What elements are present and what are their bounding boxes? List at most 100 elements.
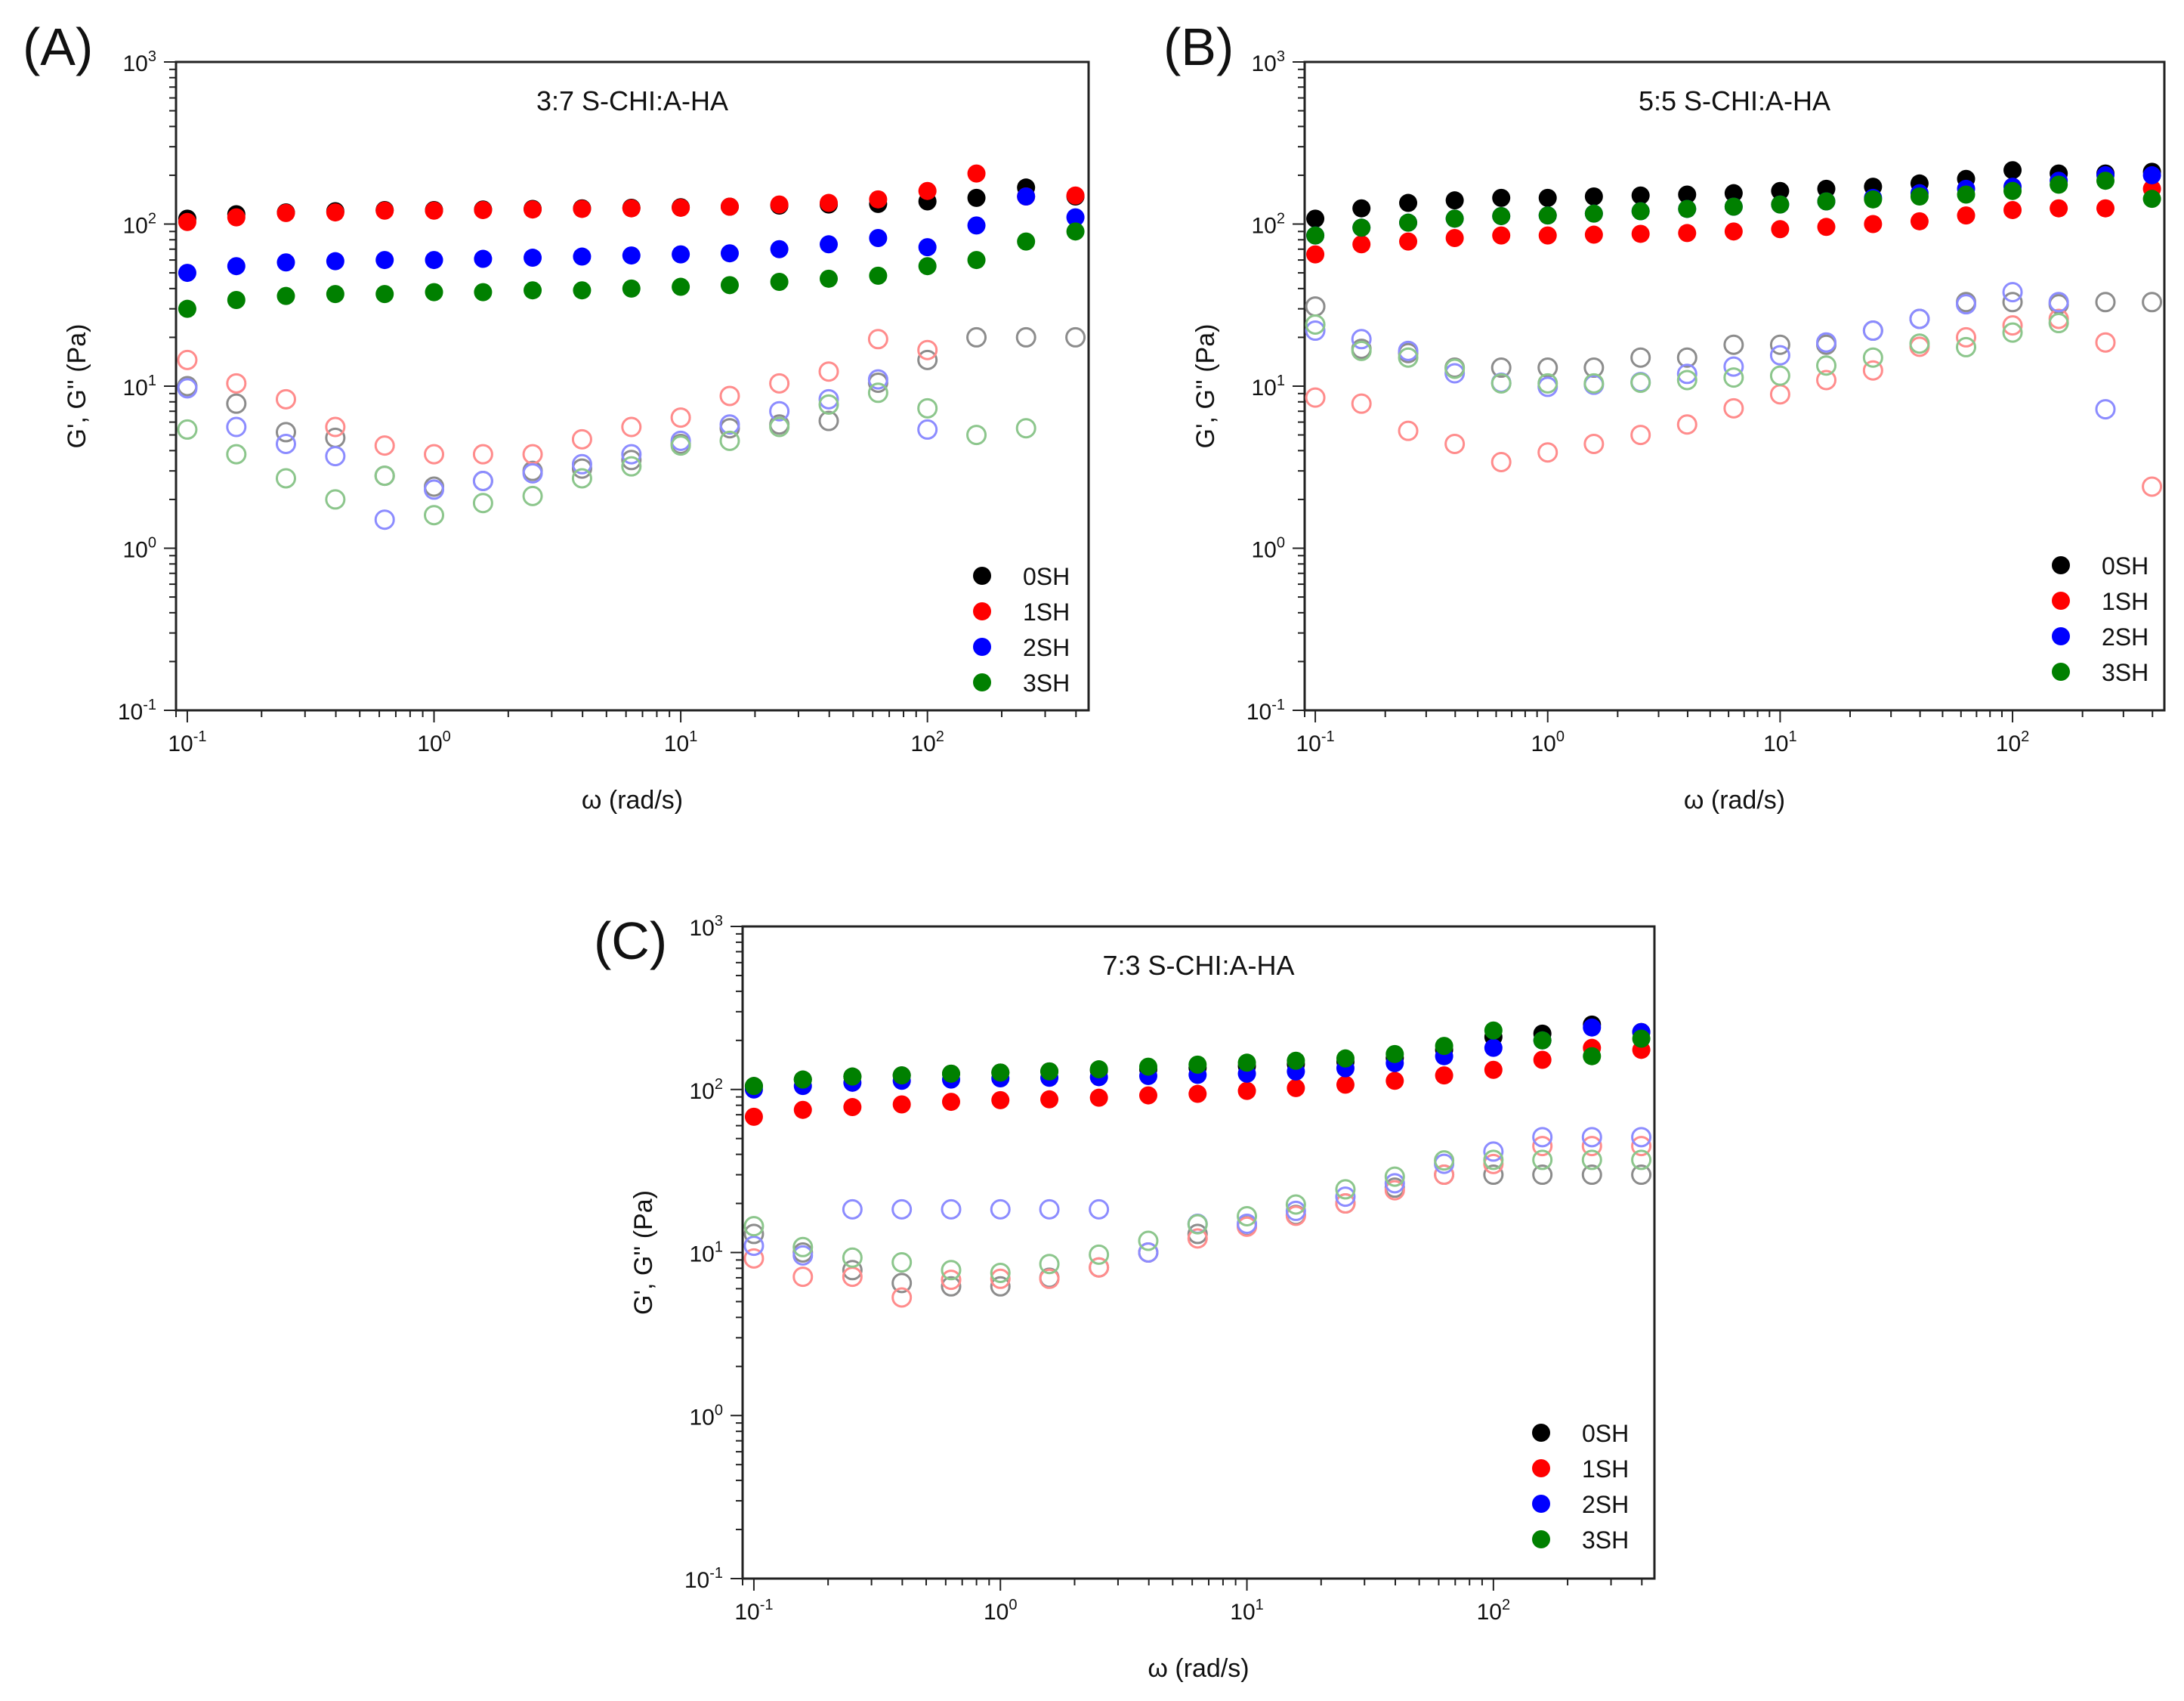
g-double-prime-point-2SH — [891, 1198, 913, 1220]
g-double-prime-point-0SH — [2142, 292, 2163, 313]
g-prime-point-3SH — [869, 266, 888, 285]
g-double-prime-point-1SH — [941, 1270, 962, 1291]
y-tick-label-b: 102 — [1252, 211, 1286, 239]
x-tick-label-a: 100 — [417, 728, 451, 756]
g-double-prime-point-3SH — [1039, 1254, 1060, 1275]
g-prime-point-1SH — [1040, 1090, 1059, 1109]
y-tick-label-a: 101 — [123, 373, 157, 401]
x-axis-label-c: ω (rad/s) — [1148, 1654, 1249, 1683]
g-prime-point-1SH — [1306, 245, 1325, 264]
g-prime-point-2SH — [869, 228, 888, 247]
chart-title-b: 5:5 S-CHI:A-HA — [1639, 85, 1830, 116]
g-prime-point-1SH — [941, 1093, 960, 1112]
g-double-prime-point-2SH — [1909, 308, 1930, 329]
g-double-prime-point-2SH — [325, 446, 346, 467]
g-double-prime-point-3SH — [1237, 1205, 1258, 1226]
g-double-prime-point-1SH — [1305, 387, 1326, 408]
g-prime-point-3SH — [1817, 192, 1836, 211]
legend-label-2SH: 2SH — [1023, 634, 1070, 661]
g-double-prime-point-2SH — [1285, 1200, 1306, 1221]
g-prime-point-3SH — [1445, 209, 1464, 228]
legend-marker-3SH — [973, 673, 991, 691]
g-double-prime-point-0SH — [275, 422, 296, 443]
g-prime-point-1SH — [1188, 1084, 1207, 1103]
g-double-prime-point-2SH — [769, 401, 790, 422]
g-double-prime-point-2SH — [743, 1236, 765, 1257]
y-axis-label-a: G', G'' (Pa) — [63, 324, 91, 449]
g-double-prime-point-0SH — [1015, 326, 1036, 348]
g-double-prime-point-2SH — [1237, 1214, 1258, 1235]
g-prime-point-3SH — [1188, 1055, 1207, 1074]
g-double-prime-point-1SH — [1723, 397, 1744, 419]
legend-label-0SH: 0SH — [1023, 563, 1070, 590]
g-double-prime-point-1SH — [2142, 476, 2163, 497]
g-double-prime-point-1SH — [1583, 433, 1605, 454]
g-prime-point-3SH — [1399, 213, 1418, 232]
series-1SH-b — [1305, 179, 2163, 497]
y-tick-label-c: 103 — [690, 913, 724, 941]
g-prime-point-0SH — [1724, 184, 1743, 203]
g-double-prime-point-1SH — [917, 339, 938, 360]
legend-marker-1SH — [2052, 592, 2070, 610]
g-prime-point-1SH — [1817, 218, 1836, 237]
legend-marker-1SH — [1532, 1459, 1550, 1477]
g-double-prime-point-3SH — [1138, 1230, 1159, 1251]
series-2SH-a — [177, 187, 1085, 530]
g-prime-point-2SH — [672, 245, 690, 264]
g-double-prime-point-1SH — [769, 373, 790, 394]
g-double-prime-point-3SH — [1909, 333, 1930, 354]
legend-marker-0SH — [2052, 556, 2070, 574]
g-double-prime-point-2SH — [719, 414, 740, 435]
g-double-prime-point-1SH — [1630, 425, 1651, 446]
x-tick-label-c: 10-1 — [734, 1597, 773, 1625]
legend-label-3SH: 3SH — [1023, 670, 1070, 697]
g-prime-point-3SH — [1066, 222, 1085, 241]
g-double-prime-point-2SH — [522, 462, 543, 484]
g-prime-point-2SH — [375, 251, 394, 270]
g-prime-point-3SH — [1533, 1031, 1552, 1050]
g-prime-point-3SH — [178, 299, 196, 318]
g-prime-point-1SH — [326, 203, 344, 222]
g-prime-point-3SH — [1957, 185, 1975, 204]
g-double-prime-point-3SH — [1630, 372, 1651, 393]
g-prime-point-2SH — [770, 240, 789, 258]
legend-label-0SH: 0SH — [1582, 1420, 1629, 1447]
g-double-prime-point-0SH — [2095, 292, 2116, 313]
x-tick-label-c: 100 — [984, 1597, 1018, 1625]
g-double-prime-point-0SH — [621, 450, 642, 471]
g-double-prime-point-1SH — [472, 444, 493, 465]
g-double-prime-point-0SH — [1723, 334, 1744, 355]
g-prime-point-3SH — [967, 251, 986, 270]
g-double-prime-point-3SH — [818, 394, 839, 415]
g-prime-point-1SH — [1237, 1081, 1256, 1100]
g-prime-point-3SH — [793, 1070, 812, 1089]
g-double-prime-point-3SH — [177, 419, 198, 440]
g-double-prime-point-2SH — [1335, 1186, 1356, 1208]
panel-label-b: (B) — [1163, 17, 1234, 76]
g-prime-point-1SH — [1771, 220, 1790, 239]
g-double-prime-point-2SH — [1769, 345, 1790, 366]
g-double-prime-point-2SH — [1631, 1127, 1652, 1148]
g-double-prime-point-0SH — [1532, 1164, 1553, 1186]
legend-label-1SH: 1SH — [1023, 598, 1070, 626]
g-double-prime-point-3SH — [670, 435, 691, 456]
g-double-prime-point-2SH — [1039, 1198, 1060, 1220]
g-prime-point-2SH — [276, 253, 295, 272]
g-double-prime-point-3SH — [792, 1236, 814, 1257]
g-prime-point-1SH — [1533, 1050, 1552, 1069]
g-double-prime-point-2SH — [792, 1245, 814, 1266]
plot-frame-c — [741, 925, 1656, 1580]
g-prime-point-1SH — [1910, 212, 1929, 230]
g-double-prime-point-1SH — [990, 1268, 1011, 1289]
y-tick-label-a: 102 — [123, 211, 157, 239]
g-prime-point-1SH — [425, 201, 443, 220]
g-prime-point-3SH — [941, 1064, 960, 1083]
g-double-prime-point-2SH — [2002, 282, 2023, 303]
g-prime-point-3SH — [375, 285, 394, 304]
g-prime-point-0SH — [1771, 181, 1790, 200]
g-double-prime-point-3SH — [1537, 373, 1558, 394]
g-double-prime-point-1SH — [177, 349, 198, 370]
g-double-prime-point-3SH — [1862, 347, 1883, 368]
